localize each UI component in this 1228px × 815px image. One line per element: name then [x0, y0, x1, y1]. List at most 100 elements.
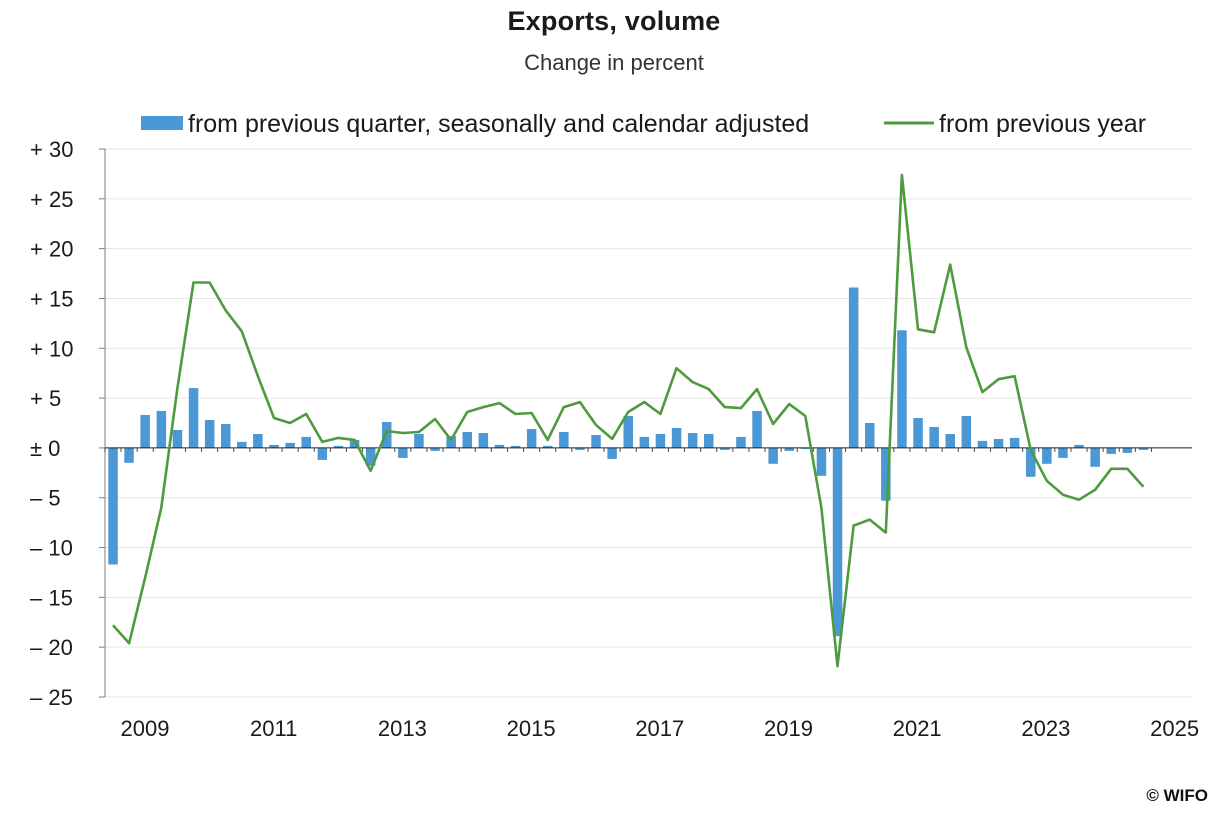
y-tick-label: – 15 — [30, 585, 73, 610]
line-series — [112, 173, 1145, 668]
bar — [414, 434, 424, 448]
bar — [1090, 447, 1100, 467]
bar — [285, 442, 295, 448]
x-tick-label: 2021 — [893, 716, 942, 741]
bar — [221, 424, 231, 448]
bar — [1106, 447, 1116, 454]
bar — [172, 430, 183, 448]
bar — [494, 444, 505, 448]
x-tick-label: 2015 — [507, 716, 556, 741]
y-tick-label: + 30 — [30, 137, 73, 162]
y-axis-ticks: + 30 + 25 + 20 + 15 + 10 + 5 ± 0 – 5 – 10 – 15 – 2… — [30, 137, 105, 710]
bar — [269, 444, 279, 448]
legend-bar-label: from previous quarter, seasonally and ca… — [188, 110, 809, 138]
x-tick-label: 2011 — [250, 716, 297, 741]
bar — [510, 445, 521, 448]
bar — [478, 433, 489, 448]
x-tick-label: 2025 — [1150, 716, 1199, 741]
x-tick-label: 2017 — [635, 716, 684, 741]
bar — [1138, 447, 1149, 450]
bar — [865, 423, 875, 448]
gridlines — [105, 148, 1192, 698]
bar — [591, 435, 601, 448]
bar — [301, 436, 311, 448]
bar — [124, 447, 134, 463]
bar — [398, 447, 408, 458]
bar — [607, 447, 617, 459]
x-tick-label: 2019 — [764, 716, 813, 741]
chart-subtitle: Change in percent — [524, 50, 704, 75]
yoy-line — [112, 173, 1145, 668]
copyright-label: © WIFO — [1146, 786, 1208, 805]
legend-bar-swatch — [141, 116, 183, 130]
bar — [253, 434, 263, 448]
x-axis-ticks: 2009 2011 2013 2015 2017 2019 2021 2023 2025 — [121, 716, 1200, 741]
bar — [1026, 447, 1036, 477]
bar — [639, 436, 650, 448]
y-tick-label: + 20 — [30, 237, 73, 262]
bar — [881, 447, 891, 501]
y-tick-label: – 25 — [30, 685, 73, 710]
bar — [237, 441, 247, 448]
bar-series — [108, 287, 1149, 637]
bar — [720, 447, 730, 450]
bar — [687, 433, 698, 448]
bar — [317, 447, 328, 460]
bar — [977, 440, 988, 448]
bar — [333, 445, 344, 448]
y-tick-label: + 15 — [30, 286, 73, 311]
bar — [430, 447, 440, 451]
bar — [365, 447, 376, 466]
bar — [1058, 447, 1068, 458]
legend: from previous quarter, seasonally and ca… — [141, 110, 1146, 138]
bar — [188, 388, 199, 448]
bar — [913, 418, 923, 448]
bar — [462, 432, 472, 448]
bar — [704, 434, 714, 448]
bar — [543, 445, 553, 448]
bar — [945, 434, 955, 448]
legend-line-label: from previous year — [939, 110, 1146, 138]
y-tick-label: + 5 — [30, 386, 61, 411]
y-tick-label: + 10 — [30, 336, 73, 361]
bar — [768, 447, 778, 464]
bar — [156, 411, 167, 448]
bar — [1042, 447, 1052, 464]
bar — [752, 411, 762, 448]
bar — [140, 415, 150, 448]
bar — [832, 447, 843, 637]
bar — [382, 422, 392, 448]
bar — [623, 416, 633, 448]
y-tick-label: – 20 — [30, 635, 73, 660]
bar — [575, 447, 585, 450]
bar — [1074, 444, 1084, 448]
bar — [655, 434, 666, 448]
bar — [897, 330, 907, 448]
y-tick-label: – 5 — [30, 486, 61, 511]
bar — [349, 439, 360, 448]
bar — [526, 429, 537, 448]
x-tick-label: 2013 — [378, 716, 427, 741]
bar — [993, 438, 1004, 448]
bar — [204, 420, 215, 448]
bar — [446, 436, 456, 448]
bar — [1122, 447, 1133, 453]
bar — [929, 427, 939, 448]
bar — [784, 447, 794, 451]
bar — [816, 447, 827, 476]
x-tick-label: 2023 — [1021, 716, 1070, 741]
axes — [104, 149, 1192, 697]
y-tick-label: + 25 — [30, 187, 73, 212]
bar — [108, 447, 118, 565]
y-tick-label: ± 0 — [30, 436, 60, 461]
bar — [961, 416, 972, 448]
x-tick-label: 2009 — [121, 716, 170, 741]
y-tick-label: – 10 — [30, 536, 73, 561]
bar — [848, 287, 859, 448]
bar — [671, 428, 682, 448]
chart-title: Exports, volume — [507, 6, 721, 36]
bar — [1009, 437, 1020, 448]
bar — [736, 436, 746, 448]
bar — [559, 432, 569, 448]
